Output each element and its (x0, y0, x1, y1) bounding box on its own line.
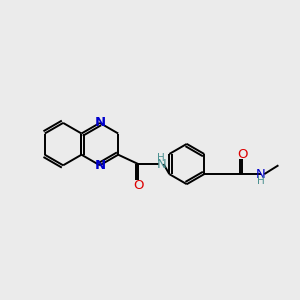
Text: O: O (237, 148, 248, 161)
Text: H: H (157, 153, 165, 163)
Text: O: O (133, 179, 143, 192)
Text: N: N (156, 158, 166, 170)
Text: N: N (94, 159, 105, 172)
Text: N: N (94, 116, 105, 129)
Text: N: N (256, 168, 266, 181)
Text: H: H (257, 176, 265, 186)
